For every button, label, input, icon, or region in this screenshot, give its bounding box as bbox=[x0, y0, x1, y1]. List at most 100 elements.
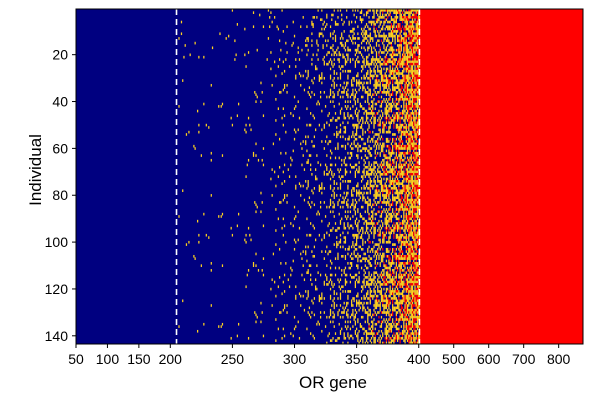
heatmap-cell bbox=[283, 224, 286, 228]
heatmap-cell bbox=[333, 81, 335, 85]
heatmap-cell bbox=[368, 222, 370, 225]
heatmap-cell bbox=[326, 53, 328, 57]
heatmap-cell bbox=[344, 41, 347, 45]
heatmap-cell bbox=[405, 161, 407, 164]
heatmap-cell bbox=[342, 254, 344, 258]
heatmap-cell bbox=[316, 41, 318, 45]
heatmap-cell bbox=[301, 163, 303, 167]
heatmap-cell bbox=[408, 30, 410, 33]
heatmap-cell bbox=[338, 212, 340, 216]
heatmap-cell bbox=[349, 114, 352, 118]
heatmap-cell bbox=[395, 292, 397, 296]
heatmap-cell bbox=[400, 130, 402, 134]
heatmap-cell bbox=[344, 320, 347, 324]
heatmap-cell bbox=[259, 13, 261, 17]
heatmap-cell bbox=[394, 165, 396, 169]
heatmap-cell bbox=[382, 34, 384, 38]
heatmap-cell bbox=[418, 25, 421, 29]
heatmap-cell bbox=[392, 247, 394, 251]
heatmap-cell bbox=[406, 107, 409, 111]
heatmap-cell bbox=[365, 226, 368, 230]
heatmap-cell bbox=[278, 276, 281, 279]
heatmap-cell bbox=[367, 301, 369, 305]
heatmap-cell bbox=[327, 62, 329, 66]
heatmap-cell bbox=[414, 280, 416, 284]
heatmap-cell bbox=[401, 311, 404, 314]
heatmap-cell bbox=[408, 236, 410, 239]
heatmap-cell bbox=[332, 13, 334, 17]
heatmap-cell bbox=[337, 201, 339, 204]
heatmap-cell bbox=[385, 156, 388, 160]
heatmap-cell bbox=[354, 280, 356, 284]
heatmap-cell bbox=[385, 119, 388, 122]
heatmap-cell bbox=[359, 11, 361, 14]
heatmap-cell bbox=[418, 245, 421, 249]
heatmap-cell bbox=[418, 123, 420, 127]
heatmap-cell bbox=[416, 168, 419, 171]
heatmap-cell bbox=[398, 60, 400, 64]
heatmap-cell bbox=[399, 16, 401, 19]
heatmap-cell bbox=[368, 161, 370, 164]
heatmap-cell bbox=[363, 301, 365, 305]
heatmap-cell bbox=[390, 297, 393, 300]
heatmap-cell bbox=[352, 243, 354, 246]
heatmap-cell bbox=[238, 102, 240, 106]
heatmap-cell bbox=[368, 144, 370, 148]
heatmap-cell bbox=[364, 109, 366, 113]
heatmap-cell bbox=[354, 112, 356, 115]
heatmap-cell bbox=[358, 278, 360, 282]
heatmap-cell bbox=[410, 301, 412, 305]
heatmap-cell bbox=[356, 48, 358, 52]
heatmap-cell bbox=[333, 83, 335, 87]
heatmap-cell bbox=[406, 90, 409, 94]
heatmap-cell bbox=[414, 191, 416, 195]
heatmap-cell bbox=[399, 116, 401, 120]
heatmap-cell bbox=[318, 102, 320, 106]
heatmap-cell bbox=[394, 9, 396, 12]
heatmap-cell bbox=[329, 311, 332, 314]
heatmap-cell bbox=[409, 212, 411, 216]
heatmap-cell bbox=[409, 98, 411, 101]
heatmap-cell bbox=[364, 308, 366, 312]
heatmap-cell bbox=[411, 299, 414, 303]
heatmap-cell bbox=[408, 224, 410, 228]
heatmap-cell bbox=[364, 175, 366, 178]
heatmap-cell bbox=[379, 114, 381, 118]
heatmap-cell bbox=[409, 177, 411, 181]
heatmap-cell bbox=[415, 315, 417, 319]
heatmap-cell bbox=[392, 53, 394, 57]
heatmap-cell bbox=[406, 156, 409, 160]
heatmap-cell bbox=[408, 182, 410, 185]
heatmap-cell bbox=[312, 114, 314, 118]
heatmap-cell bbox=[389, 313, 391, 317]
heatmap-cell bbox=[405, 88, 407, 92]
heatmap-cell bbox=[413, 88, 415, 92]
heatmap-cell bbox=[418, 257, 420, 260]
heatmap-cell bbox=[401, 37, 404, 40]
heatmap-cell bbox=[406, 11, 409, 14]
heatmap-cell bbox=[410, 172, 412, 176]
heatmap-cell bbox=[387, 215, 389, 218]
heatmap-cell bbox=[389, 226, 391, 230]
heatmap-cell bbox=[293, 128, 296, 132]
heatmap-cell bbox=[406, 196, 409, 200]
heatmap-cell bbox=[342, 180, 344, 183]
heatmap-cell bbox=[408, 290, 410, 293]
heatmap-cell bbox=[393, 297, 395, 300]
heatmap-cell bbox=[398, 180, 400, 183]
heatmap-cell bbox=[416, 39, 419, 43]
heatmap-cell bbox=[406, 79, 409, 82]
heatmap-cell bbox=[324, 140, 327, 143]
heatmap-cell bbox=[378, 201, 380, 204]
heatmap-cell bbox=[392, 170, 394, 174]
heatmap-cell bbox=[389, 189, 391, 193]
heatmap-cell bbox=[332, 37, 334, 40]
heatmap-cell bbox=[406, 51, 409, 54]
heatmap-cell bbox=[390, 278, 393, 282]
heatmap-cell bbox=[369, 147, 371, 150]
heatmap-cell bbox=[404, 11, 406, 14]
heatmap-cell bbox=[415, 189, 417, 193]
heatmap-cell bbox=[393, 172, 395, 176]
heatmap-cell bbox=[285, 151, 287, 155]
heatmap-cell bbox=[418, 126, 421, 129]
